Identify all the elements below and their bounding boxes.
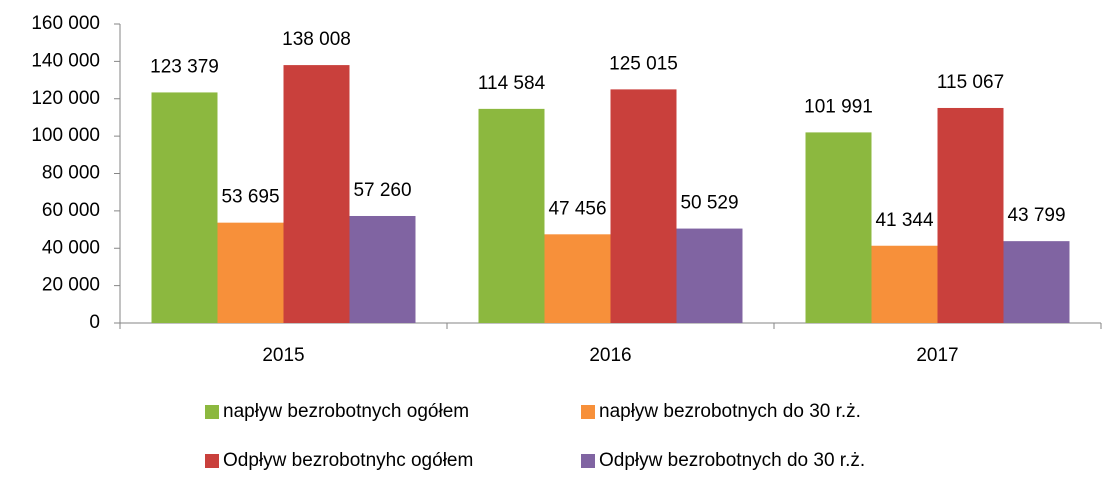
value-label: 57 260 [353, 180, 411, 201]
bar [805, 132, 872, 323]
legend-label: Odpływ bezrobotnyhc ogółem [223, 450, 473, 471]
legend-label: Odpływ bezrobotnych do 30 r.ż. [599, 450, 865, 471]
value-label: 138 008 [282, 29, 351, 50]
y-tick-label: 40 000 [42, 237, 100, 258]
y-tick-label: 100 000 [31, 125, 100, 146]
y-tick-label: 0 [89, 312, 100, 333]
x-tick-label: 2016 [589, 345, 631, 366]
bar [610, 89, 677, 323]
y-tick-label: 140 000 [31, 50, 100, 71]
y-tick-label: 80 000 [42, 163, 100, 184]
legend-swatch [581, 405, 595, 419]
x-tick-label: 2017 [916, 345, 958, 366]
x-tick-label: 2015 [262, 345, 304, 366]
legend-swatch [581, 454, 595, 468]
y-tick-label: 120 000 [31, 88, 100, 109]
value-label: 123 379 [150, 56, 219, 77]
value-label: 53 695 [221, 187, 279, 208]
bar [217, 222, 284, 323]
bar [937, 107, 1004, 324]
y-tick-label: 20 000 [42, 275, 100, 296]
value-label: 50 529 [680, 193, 738, 214]
legend-label: napływ bezrobotnych do 30 r.ż. [599, 401, 861, 422]
value-label: 101 991 [804, 96, 873, 117]
legend-swatch [205, 405, 219, 419]
bar [283, 65, 350, 324]
bar [478, 108, 545, 323]
bar [544, 234, 611, 323]
value-label: 114 584 [478, 73, 546, 94]
bar [1003, 241, 1070, 323]
bar [349, 215, 416, 323]
bar [871, 245, 938, 323]
legend-label: napływ bezrobotnych ogółem [223, 401, 469, 422]
value-label: 43 799 [1007, 205, 1065, 226]
y-tick-label: 60 000 [42, 200, 100, 221]
legend-swatch [205, 454, 219, 468]
bar [151, 92, 218, 324]
value-label: 41 344 [875, 210, 934, 231]
value-label: 47 456 [548, 198, 606, 219]
value-label: 125 015 [609, 53, 678, 74]
y-tick-label: 160 000 [31, 13, 100, 34]
bar [676, 228, 743, 323]
value-label: 115 067 [937, 72, 1004, 93]
